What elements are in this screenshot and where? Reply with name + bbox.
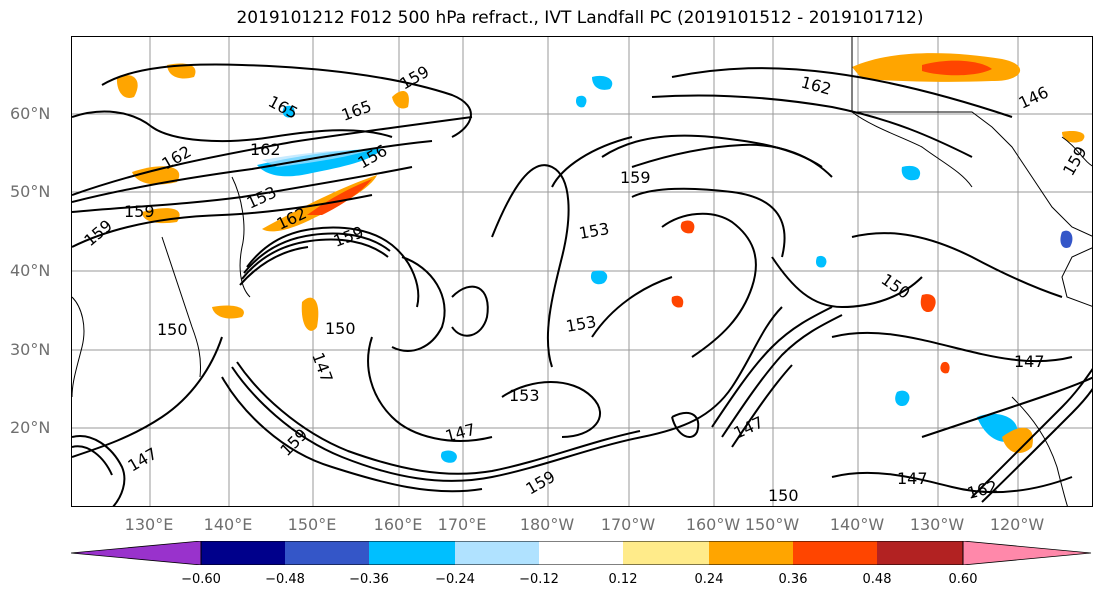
colorbar-bin bbox=[455, 541, 539, 565]
map-title: 2019101212 F012 500 hPa refract., IVT La… bbox=[236, 8, 924, 28]
contour-label: 156 bbox=[355, 141, 391, 173]
contour-label: 146 bbox=[1016, 82, 1052, 112]
contour-label: 159 bbox=[80, 216, 116, 250]
colorbar-bin bbox=[877, 541, 963, 565]
contour-label: 159 bbox=[620, 168, 651, 187]
map-panel: 165 165 162 162 162 162 159 159 159 159 … bbox=[71, 36, 1093, 507]
contour-label: 147 bbox=[1014, 352, 1045, 371]
colorbar-extend-low bbox=[71, 541, 202, 565]
colorbar-tick: −0.60 bbox=[181, 572, 221, 587]
contour-label: 153 bbox=[577, 219, 610, 243]
lon-label-130w: 130°W bbox=[909, 515, 965, 534]
contour-label: 147 bbox=[897, 469, 928, 488]
colorbar-tick: 0.12 bbox=[608, 572, 638, 587]
contour-label: 159 bbox=[523, 467, 559, 499]
contour-label: 150 bbox=[157, 320, 188, 339]
lon-label-140w: 140°W bbox=[829, 515, 885, 534]
colorbar-bin bbox=[539, 541, 623, 565]
contour-label: 147 bbox=[443, 420, 477, 446]
colorbar-bin bbox=[793, 541, 877, 565]
shaded-anomalies bbox=[116, 53, 1085, 463]
contour-label: 150 bbox=[768, 486, 799, 505]
lat-label-40n: 40°N bbox=[10, 261, 51, 280]
contour-label: 147 bbox=[308, 350, 336, 385]
lon-label-160e: 160°E bbox=[373, 515, 423, 534]
colorbar-outline bbox=[200, 541, 964, 565]
coastlines bbox=[72, 37, 1092, 506]
contour-lines bbox=[72, 63, 1092, 506]
colorbar-bin bbox=[709, 541, 793, 565]
contour-label: 150 bbox=[325, 319, 356, 338]
lon-label-170e: 170°E bbox=[437, 515, 487, 534]
colorbar-bin bbox=[285, 541, 369, 565]
lat-label-60n: 60°N bbox=[10, 104, 51, 123]
colorbar-tick: −0.24 bbox=[435, 572, 475, 587]
contour-label: 159 bbox=[397, 62, 433, 94]
lon-label-180w: 180°W bbox=[519, 515, 575, 534]
colorbar-tick: 0.60 bbox=[948, 572, 978, 587]
contour-label: 147 bbox=[125, 444, 161, 476]
contour-label: 162 bbox=[250, 140, 281, 159]
lat-label-20n: 20°N bbox=[10, 418, 51, 437]
colorbar-tick: 0.24 bbox=[694, 572, 724, 587]
lon-label-150w: 150°W bbox=[744, 515, 800, 534]
lon-label-140e: 140°E bbox=[203, 515, 253, 534]
lon-label-170w: 170°W bbox=[600, 515, 656, 534]
contour-label: 159 bbox=[124, 202, 155, 221]
colorbar-tick: 0.36 bbox=[778, 572, 808, 587]
map-canvas: 165 165 162 162 162 162 159 159 159 159 … bbox=[72, 37, 1092, 506]
contour-label: 150 bbox=[878, 270, 914, 303]
lon-label-160w: 160°W bbox=[685, 515, 741, 534]
colorbar-tick: 0.48 bbox=[862, 572, 892, 587]
colorbar bbox=[71, 541, 1092, 565]
colorbar-bin bbox=[623, 541, 709, 565]
lon-label-120w: 120°W bbox=[989, 515, 1045, 534]
colorbar-tick: −0.48 bbox=[265, 572, 305, 587]
contour-labels: 165 165 162 162 162 162 159 159 159 159 … bbox=[80, 62, 1090, 505]
contour-label: 153 bbox=[564, 312, 597, 336]
contour-label: 162 bbox=[799, 73, 833, 99]
contour-label: 162 bbox=[965, 477, 999, 503]
colorbar-bin bbox=[369, 541, 455, 565]
gridlines bbox=[72, 37, 1092, 506]
colorbar-extend-high bbox=[962, 541, 1092, 565]
lon-label-150e: 150°E bbox=[287, 515, 337, 534]
lat-label-50n: 50°N bbox=[10, 182, 51, 201]
contour-label: 153 bbox=[244, 182, 280, 212]
contour-label: 165 bbox=[265, 92, 301, 123]
colorbar-tick: −0.12 bbox=[519, 572, 559, 587]
colorbar-tick: −0.36 bbox=[349, 572, 389, 587]
lon-label-130e: 130°E bbox=[124, 515, 174, 534]
contour-label: 165 bbox=[339, 96, 374, 124]
lat-label-30n: 30°N bbox=[10, 340, 51, 359]
contour-label: 153 bbox=[509, 386, 540, 405]
colorbar-bin bbox=[201, 541, 285, 565]
